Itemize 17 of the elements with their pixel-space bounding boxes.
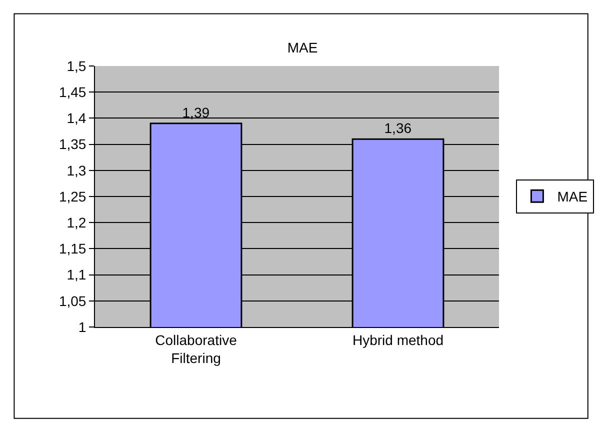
y-tick-label: 1,25 — [58, 188, 86, 204]
legend-label: MAE — [557, 188, 588, 205]
y-tick-label: 1,15 — [58, 240, 86, 257]
y-tick-label: 1,5 — [66, 58, 86, 74]
x-tick-label: Collaborative Filtering — [155, 332, 238, 366]
y-tick-label: 1,3 — [66, 162, 86, 178]
y-tick-label: 1,35 — [58, 136, 86, 152]
data-label: 1,36 — [384, 120, 412, 136]
y-tick-label: 1,2 — [66, 214, 86, 230]
y-tick-label: 1,1 — [66, 266, 86, 283]
x-tick-label: Hybrid method — [352, 332, 444, 348]
chart-title: MAE — [287, 39, 318, 56]
y-tick-label: 1,4 — [66, 110, 86, 126]
y-tick-label: 1 — [78, 318, 86, 335]
y-tick-label: 1,05 — [58, 292, 86, 309]
data-label: 1,39 — [182, 104, 210, 120]
y-tick-label: 1,45 — [58, 84, 86, 100]
